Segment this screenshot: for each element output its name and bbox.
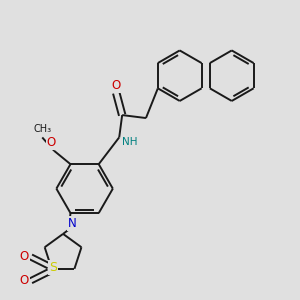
Text: S: S — [49, 261, 57, 274]
Text: NH: NH — [122, 137, 137, 147]
Text: O: O — [20, 250, 29, 263]
Text: CH₃: CH₃ — [33, 124, 51, 134]
Text: O: O — [20, 274, 29, 287]
Text: O: O — [112, 79, 121, 92]
Text: O: O — [46, 136, 56, 149]
Text: N: N — [68, 217, 76, 230]
